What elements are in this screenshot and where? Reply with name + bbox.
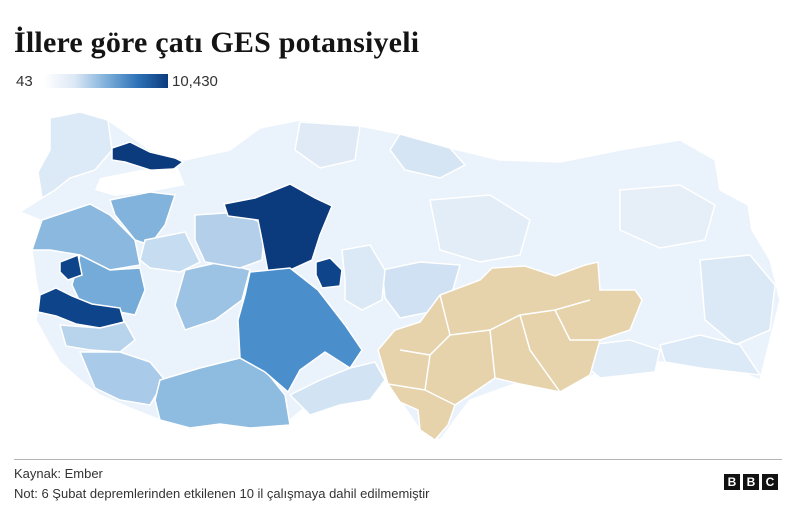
sea-of-marmara: [95, 168, 185, 196]
province-manisa: [71, 253, 146, 316]
chart-title: İllere göre çatı GES potansiyeli: [14, 26, 420, 59]
province-van: [699, 254, 776, 346]
province-konya: [237, 267, 363, 394]
province-thrace: [37, 111, 113, 200]
excluded-earthquake-provinces: [377, 261, 643, 441]
excluded-region-borders: [387, 294, 600, 406]
bbc-logo-b1: B: [724, 474, 740, 490]
bbc-logo-b2: B: [743, 474, 759, 490]
bbc-logo: B B C: [724, 474, 778, 490]
province-nevsehir: [341, 244, 386, 311]
province-istanbul: [111, 141, 185, 173]
legend-min-label: 43: [16, 73, 33, 90]
footnote: Not: 6 Şubat depremlerinden etkilenen 10…: [14, 486, 430, 501]
province-sivas: [429, 194, 531, 263]
province-erzurum: [619, 184, 716, 249]
province-bursa: [109, 191, 177, 246]
footer-divider: [14, 459, 782, 460]
bbc-logo-c: C: [762, 474, 778, 490]
province-samsun: [389, 133, 467, 179]
province-ankara: [223, 183, 333, 273]
province-antalya: [154, 357, 291, 429]
legend-gradient-bar: [44, 74, 168, 88]
legend-max-label: 10,430: [172, 73, 218, 90]
province-eskisehir: [194, 211, 266, 269]
province-kirikkale: [315, 257, 343, 289]
source-note: Kaynak: Ember: [14, 466, 103, 481]
province-aydin: [58, 321, 136, 353]
province-balikesir: [30, 203, 141, 271]
turkey-province-map: [18, 111, 781, 441]
province-mersin: [288, 361, 386, 416]
province-kutahya: [139, 231, 202, 273]
province-kastamonu: [294, 121, 361, 169]
province-hakkari: [659, 334, 762, 376]
